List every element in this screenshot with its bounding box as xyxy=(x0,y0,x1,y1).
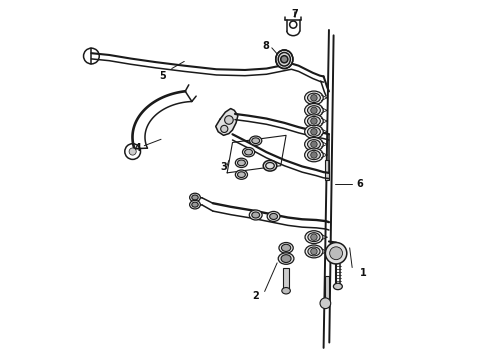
Ellipse shape xyxy=(305,104,323,117)
Circle shape xyxy=(320,298,331,309)
Ellipse shape xyxy=(333,283,343,290)
Ellipse shape xyxy=(263,160,277,171)
Ellipse shape xyxy=(305,231,323,244)
Ellipse shape xyxy=(249,136,262,145)
Ellipse shape xyxy=(235,158,247,167)
Ellipse shape xyxy=(192,202,198,207)
Ellipse shape xyxy=(308,247,320,256)
Ellipse shape xyxy=(305,91,323,105)
Ellipse shape xyxy=(192,195,198,200)
Circle shape xyxy=(281,56,288,63)
Text: 8: 8 xyxy=(262,41,269,51)
Circle shape xyxy=(311,152,317,158)
Ellipse shape xyxy=(235,170,247,179)
Circle shape xyxy=(220,125,228,132)
Ellipse shape xyxy=(305,245,323,258)
Circle shape xyxy=(311,107,317,113)
Ellipse shape xyxy=(267,211,280,221)
Text: 5: 5 xyxy=(159,71,166,81)
Ellipse shape xyxy=(190,193,200,202)
Circle shape xyxy=(311,118,317,124)
Ellipse shape xyxy=(252,138,260,144)
Ellipse shape xyxy=(243,148,255,157)
Ellipse shape xyxy=(308,93,320,103)
Circle shape xyxy=(311,248,317,255)
Ellipse shape xyxy=(252,212,260,218)
Circle shape xyxy=(311,95,317,101)
Ellipse shape xyxy=(305,138,323,151)
Bar xyxy=(325,160,329,180)
Circle shape xyxy=(311,141,317,148)
Ellipse shape xyxy=(308,106,320,115)
Ellipse shape xyxy=(308,140,320,149)
Text: 3: 3 xyxy=(220,162,227,172)
Ellipse shape xyxy=(305,148,323,162)
Text: 4: 4 xyxy=(134,143,141,153)
Circle shape xyxy=(311,234,317,240)
Circle shape xyxy=(330,247,343,260)
Text: 1: 1 xyxy=(360,268,366,278)
Text: 2: 2 xyxy=(252,291,259,301)
Polygon shape xyxy=(216,109,238,135)
Ellipse shape xyxy=(282,288,291,294)
Ellipse shape xyxy=(308,150,320,159)
Circle shape xyxy=(325,243,347,264)
Text: 7: 7 xyxy=(291,9,297,19)
Ellipse shape xyxy=(238,160,245,166)
Ellipse shape xyxy=(308,116,320,126)
Bar xyxy=(283,267,289,289)
Ellipse shape xyxy=(281,244,291,251)
Circle shape xyxy=(311,129,317,135)
Ellipse shape xyxy=(190,201,200,209)
Ellipse shape xyxy=(245,149,252,155)
Bar xyxy=(325,276,329,300)
Ellipse shape xyxy=(249,210,262,220)
Ellipse shape xyxy=(281,255,291,262)
Text: 6: 6 xyxy=(356,179,363,189)
Circle shape xyxy=(224,116,233,124)
Ellipse shape xyxy=(278,253,294,264)
Ellipse shape xyxy=(238,172,245,177)
Ellipse shape xyxy=(270,213,277,220)
Ellipse shape xyxy=(308,233,320,242)
Ellipse shape xyxy=(305,125,323,139)
Ellipse shape xyxy=(308,127,320,136)
Ellipse shape xyxy=(276,50,293,68)
Ellipse shape xyxy=(279,243,293,253)
Ellipse shape xyxy=(305,114,323,128)
Ellipse shape xyxy=(278,53,291,66)
Circle shape xyxy=(129,148,136,155)
